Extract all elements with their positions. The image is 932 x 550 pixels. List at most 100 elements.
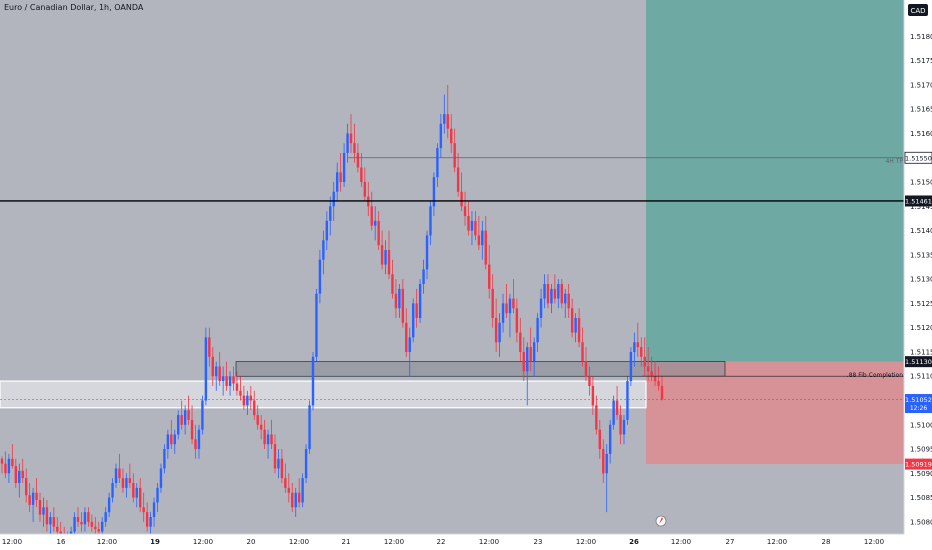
candle-body	[21, 470, 24, 479]
candle-body	[163, 449, 166, 469]
entry-price-tag-text: 1.51130	[905, 358, 932, 366]
candles-layer	[0, 84, 664, 550]
candle	[239, 376, 242, 401]
candle-body	[315, 293, 318, 357]
candle	[564, 288, 567, 318]
candle-body	[342, 152, 346, 183]
candle	[474, 211, 477, 241]
candle	[270, 419, 273, 450]
candle	[73, 512, 76, 537]
candle	[52, 507, 56, 532]
candle	[311, 351, 315, 411]
stop-zone	[646, 361, 904, 465]
candle	[467, 201, 470, 236]
candle-body	[235, 383, 239, 391]
candle-body	[166, 434, 170, 450]
candle	[488, 245, 491, 299]
candle-body	[249, 395, 252, 401]
candle-body	[121, 478, 125, 488]
candle-body	[401, 288, 405, 323]
candle-body	[142, 507, 145, 513]
candle-body	[291, 492, 294, 508]
candle	[0, 456, 4, 474]
candle	[18, 463, 21, 498]
candle	[246, 390, 249, 416]
candle	[481, 220, 484, 260]
candle-body	[653, 376, 657, 382]
candle	[197, 424, 201, 459]
time-tick-label: 19	[150, 538, 160, 546]
candle	[45, 500, 49, 532]
candle	[508, 293, 512, 338]
price-tick-label: 1.51250	[910, 300, 932, 308]
candle	[107, 492, 111, 518]
candle	[377, 211, 380, 251]
candle	[173, 429, 176, 454]
price-tick-label: 1.50900	[910, 470, 932, 478]
candle-body	[543, 283, 546, 299]
target-zone	[646, 0, 904, 362]
candle-body	[329, 206, 332, 221]
candle	[501, 293, 505, 333]
candle-body	[564, 293, 567, 304]
candle	[287, 473, 291, 503]
currency-badge-bg[interactable]	[908, 4, 928, 16]
candle	[180, 400, 183, 430]
candle-body	[101, 521, 104, 532]
candle	[4, 451, 7, 479]
time-axis	[0, 534, 932, 550]
candle-body	[7, 458, 11, 474]
candle	[567, 283, 570, 318]
candle	[588, 366, 591, 396]
candle	[273, 434, 277, 474]
candle-body	[132, 483, 135, 498]
candle-body	[284, 478, 287, 488]
time-tick-label: 22	[437, 538, 446, 546]
candle-body	[118, 468, 121, 479]
candle-body	[360, 167, 363, 183]
candle	[477, 216, 481, 251]
candle	[512, 279, 515, 314]
candle-body	[335, 172, 339, 192]
white-zone	[0, 380, 647, 409]
price-tick-label: 1.51750	[910, 57, 932, 65]
candle-body	[484, 230, 487, 265]
time-ticks: 12:00 16 12:00 19 12:00 20 12:00 21 12:00 22 12:00…	[2, 538, 884, 546]
candle	[145, 502, 149, 532]
candle	[87, 507, 90, 527]
candle-body	[515, 308, 519, 333]
candle-body	[526, 347, 529, 372]
candle	[31, 487, 35, 522]
symbol-title: Euro / Canadian Dollar, 1h, OANDA	[4, 3, 144, 12]
candle	[49, 512, 52, 537]
candle	[612, 395, 615, 430]
candle-body	[339, 172, 342, 183]
demand-zone	[235, 361, 726, 377]
time-tick-label: 21	[342, 538, 351, 546]
candle	[387, 230, 391, 280]
candle	[38, 492, 42, 522]
candle-body	[394, 293, 398, 309]
candle	[646, 347, 650, 382]
candle	[139, 478, 142, 513]
candle-body	[450, 128, 453, 144]
time-marker-icon[interactable]	[655, 515, 667, 527]
candle	[101, 517, 104, 537]
candle-body	[467, 216, 470, 231]
candle-body	[574, 317, 577, 333]
candle-body	[111, 483, 114, 498]
candle-body	[602, 449, 605, 474]
candle	[114, 463, 118, 488]
candle	[398, 283, 401, 318]
currency-badge[interactable]: CAD	[910, 7, 925, 15]
candle	[619, 405, 622, 445]
candle	[443, 94, 446, 134]
candle-body	[643, 356, 646, 367]
candle-body	[318, 259, 322, 294]
candle-body	[429, 206, 432, 236]
candle	[253, 390, 256, 420]
candle-body	[322, 240, 325, 260]
candle	[412, 298, 415, 343]
candle	[152, 497, 156, 527]
